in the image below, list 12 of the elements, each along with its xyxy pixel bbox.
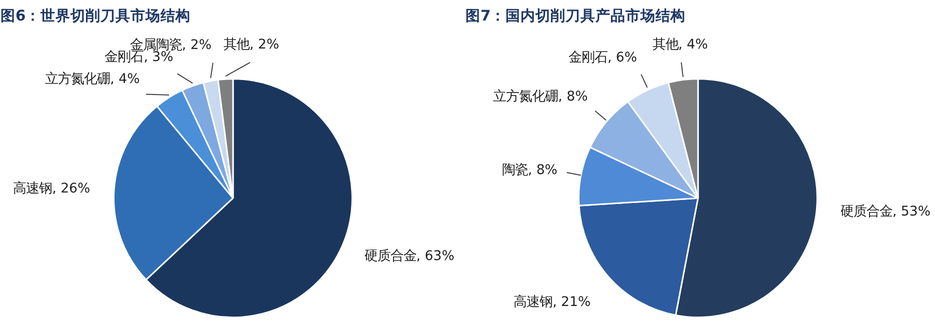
slice-label: 陶瓷, 8% — [502, 163, 558, 178]
slice-label: 硬质合金, 53% — [840, 204, 931, 220]
chart-title: 图7：国内切削刀具产品市场结构 — [466, 6, 686, 24]
slice-label: 硬质合金, 63% — [364, 248, 454, 264]
slice-label: 高速钢, 21% — [514, 294, 591, 310]
slice-label: 立方氮化硼, 8% — [493, 88, 588, 105]
slice-label: 其他, 2% — [223, 38, 280, 53]
chart-title: 图6：世界切削刀具市场结构 — [0, 6, 191, 24]
slice-label: 金刚石, 6% — [568, 50, 638, 66]
slice-label: 其他, 4% — [652, 38, 708, 53]
slice-label: 立方氮化硼, 4% — [45, 70, 140, 87]
slice-label: 高速钢, 26% — [13, 180, 90, 196]
